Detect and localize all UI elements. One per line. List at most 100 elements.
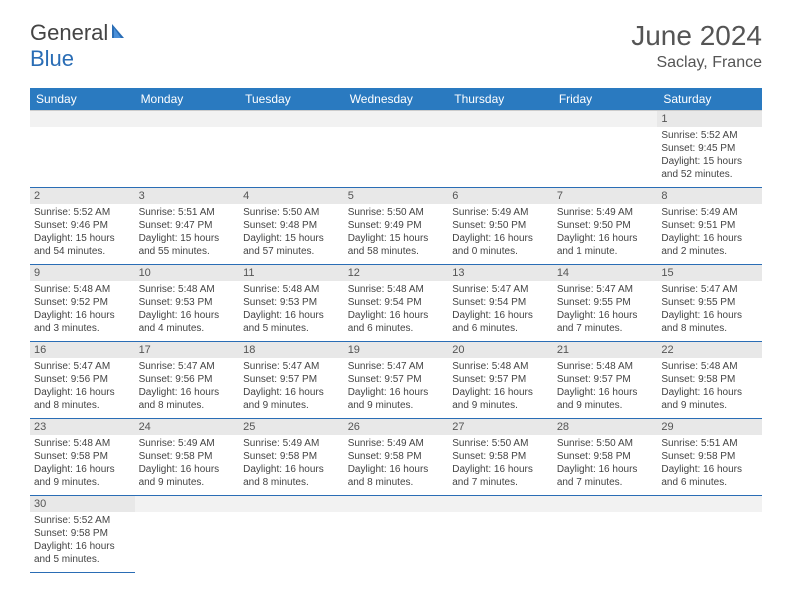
date-row: 2345678 (30, 188, 762, 205)
day-cell: Sunrise: 5:47 AMSunset: 9:55 PMDaylight:… (553, 281, 658, 342)
date-cell: 30 (30, 496, 135, 513)
info-line: Sunset: 9:55 PM (557, 296, 654, 309)
date-cell: 8 (657, 188, 762, 205)
info-line: Sunset: 9:58 PM (348, 450, 445, 463)
info-line: Daylight: 16 hours (243, 386, 340, 399)
info-line: Sunrise: 5:47 AM (348, 360, 445, 373)
info-line: Daylight: 16 hours (661, 463, 758, 476)
info-line: and 52 minutes. (661, 168, 758, 181)
day-cell: Sunrise: 5:50 AMSunset: 9:58 PMDaylight:… (553, 435, 658, 496)
info-line: Sunset: 9:57 PM (452, 373, 549, 386)
day-cell: Sunrise: 5:50 AMSunset: 9:48 PMDaylight:… (239, 204, 344, 265)
info-line: Sunset: 9:58 PM (661, 373, 758, 386)
info-line: and 8 minutes. (34, 399, 131, 412)
info-line: Daylight: 16 hours (34, 463, 131, 476)
info-line: and 9 minutes. (34, 476, 131, 489)
date-cell: 11 (239, 265, 344, 282)
day-cell: Sunrise: 5:49 AMSunset: 9:58 PMDaylight:… (239, 435, 344, 496)
info-line: Sunset: 9:54 PM (452, 296, 549, 309)
info-line: and 6 minutes. (452, 322, 549, 335)
day-cell: Sunrise: 5:48 AMSunset: 9:53 PMDaylight:… (239, 281, 344, 342)
info-line: Sunrise: 5:47 AM (243, 360, 340, 373)
date-cell (553, 496, 658, 513)
date-cell: 12 (344, 265, 449, 282)
info-line: Sunrise: 5:52 AM (661, 129, 758, 142)
info-row: Sunrise: 5:52 AMSunset: 9:58 PMDaylight:… (30, 512, 762, 573)
info-line: and 6 minutes. (348, 322, 445, 335)
info-line: Sunset: 9:58 PM (34, 450, 131, 463)
info-line: Sunrise: 5:50 AM (557, 437, 654, 450)
date-cell: 27 (448, 419, 553, 436)
logo-text-blue: Blue (30, 46, 74, 72)
info-line: Sunrise: 5:47 AM (139, 360, 236, 373)
date-cell: 14 (553, 265, 658, 282)
info-line: and 6 minutes. (661, 476, 758, 489)
date-cell: 2 (30, 188, 135, 205)
info-line: Sunrise: 5:47 AM (34, 360, 131, 373)
info-line: Daylight: 16 hours (34, 540, 131, 553)
info-line: Sunset: 9:58 PM (139, 450, 236, 463)
info-line: Sunrise: 5:47 AM (661, 283, 758, 296)
info-line: Sunset: 9:56 PM (34, 373, 131, 386)
day-cell: Sunrise: 5:47 AMSunset: 9:55 PMDaylight:… (657, 281, 762, 342)
date-row: 23242526272829 (30, 419, 762, 436)
info-line: Daylight: 15 hours (348, 232, 445, 245)
info-line: and 8 minutes. (139, 399, 236, 412)
info-line: and 55 minutes. (139, 245, 236, 258)
info-line: Sunrise: 5:52 AM (34, 206, 131, 219)
info-line: and 7 minutes. (557, 476, 654, 489)
info-line: Sunrise: 5:48 AM (348, 283, 445, 296)
date-cell (344, 111, 449, 128)
day-cell: Sunrise: 5:52 AMSunset: 9:45 PMDaylight:… (657, 127, 762, 188)
date-cell: 22 (657, 342, 762, 359)
day-cell (448, 127, 553, 188)
info-line: and 9 minutes. (243, 399, 340, 412)
info-line: Daylight: 15 hours (139, 232, 236, 245)
info-line: Sunrise: 5:47 AM (557, 283, 654, 296)
info-line: Daylight: 16 hours (34, 309, 131, 322)
info-row: Sunrise: 5:52 AMSunset: 9:46 PM Daylight:… (30, 204, 762, 265)
info-row: Sunrise: 5:52 AMSunset: 9:45 PMDaylight:… (30, 127, 762, 188)
day-cell: Sunrise: 5:48 AMSunset: 9:57 PMDaylight:… (553, 358, 658, 419)
info-line: Daylight: 16 hours (452, 463, 549, 476)
info-line: Sunrise: 5:48 AM (34, 437, 131, 450)
info-line: and 58 minutes. (348, 245, 445, 258)
day-cell (344, 127, 449, 188)
date-row: 9101112131415 (30, 265, 762, 282)
info-line: Sunset: 9:54 PM (348, 296, 445, 309)
day-header-sunday: Sunday (30, 88, 135, 111)
day-cell: Sunrise: 5:49 AMSunset: 9:51 PMDaylight:… (657, 204, 762, 265)
date-cell: 1 (657, 111, 762, 128)
day-header-row: SundayMondayTuesdayWednesdayThursdayFrid… (30, 88, 762, 111)
day-cell: Sunrise: 5:49 AMSunset: 9:58 PMDaylight:… (344, 435, 449, 496)
info-line: Sunrise: 5:48 AM (139, 283, 236, 296)
day-cell (239, 512, 344, 573)
info-line: Daylight: 16 hours (348, 463, 445, 476)
info-line: Sunset: 9:46 PM (34, 219, 131, 232)
day-cell (553, 512, 658, 573)
info-line: Daylight: 16 hours (661, 309, 758, 322)
info-line: and 57 minutes. (243, 245, 340, 258)
date-cell: 29 (657, 419, 762, 436)
date-cell (135, 496, 240, 513)
info-line: Sunrise: 5:50 AM (348, 206, 445, 219)
info-line: Sunset: 9:57 PM (348, 373, 445, 386)
info-line: Sunset: 9:52 PM (34, 296, 131, 309)
day-cell: Sunrise: 5:52 AMSunset: 9:58 PMDaylight:… (30, 512, 135, 573)
date-cell: 19 (344, 342, 449, 359)
date-cell: 9 (30, 265, 135, 282)
date-cell (135, 111, 240, 128)
day-header-monday: Monday (135, 88, 240, 111)
info-row: Sunrise: 5:47 AMSunset: 9:56 PMDaylight:… (30, 358, 762, 419)
info-line: Sunset: 9:55 PM (661, 296, 758, 309)
info-line: and 1 minute. (557, 245, 654, 258)
info-line: and 3 minutes. (34, 322, 131, 335)
day-cell (135, 127, 240, 188)
info-row: Sunrise: 5:48 AMSunset: 9:52 PMDaylight:… (30, 281, 762, 342)
info-line: and 8 minutes. (348, 476, 445, 489)
info-line: Daylight: 16 hours (139, 386, 236, 399)
info-line: Daylight: 16 hours (139, 309, 236, 322)
date-cell: 28 (553, 419, 658, 436)
day-cell (135, 512, 240, 573)
info-line: Daylight: 16 hours (34, 386, 131, 399)
